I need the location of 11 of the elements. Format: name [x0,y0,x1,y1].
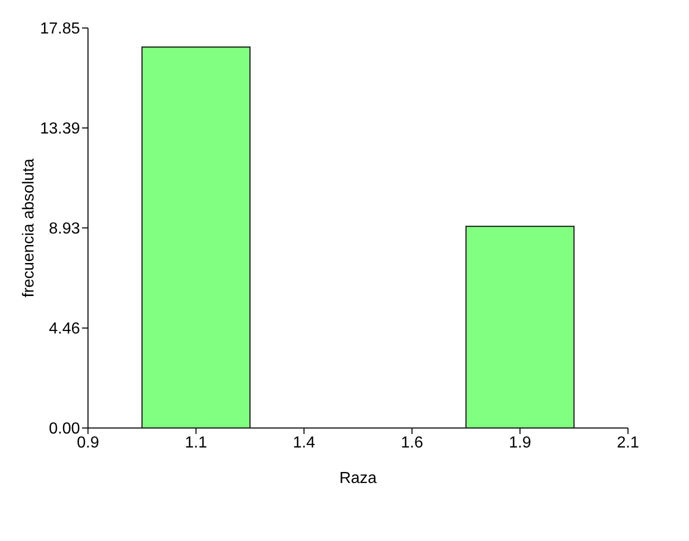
y-tick-label: 17.85 [40,20,80,38]
x-tick-label: 1.1 [184,434,208,452]
y-tick-label: 13.39 [40,120,80,138]
y-tick-label: 4.46 [48,320,80,338]
x-tick-label: 2.1 [616,434,640,452]
x-axis-title: Raza [339,470,377,487]
y-tick-label: 8.93 [48,220,80,238]
y-axis-title: frecuencia absoluta [20,158,38,298]
x-tick-label: 1.6 [400,434,424,452]
x-tick-label: 1.4 [292,434,316,452]
x-tick-label: 1.9 [508,434,532,452]
